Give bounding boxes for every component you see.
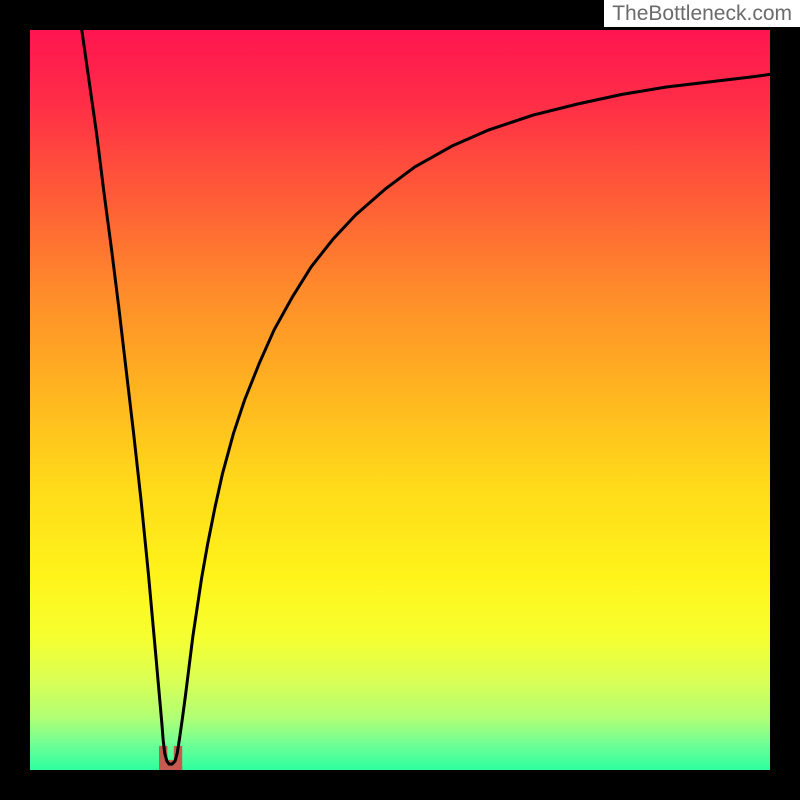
plot-background-gradient <box>30 30 770 770</box>
bottleneck-curve-chart <box>0 0 800 800</box>
chart-container: { "watermark": { "text": "TheBottleneck.… <box>0 0 800 800</box>
watermark-label: TheBottleneck.com <box>604 0 800 27</box>
watermark-text: TheBottleneck.com <box>612 2 792 25</box>
